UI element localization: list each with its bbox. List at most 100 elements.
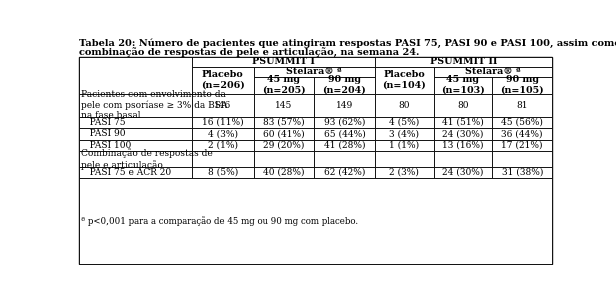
- Text: 90 mg
(n=204): 90 mg (n=204): [323, 75, 367, 95]
- Bar: [79, 178, 552, 264]
- Bar: [79, 94, 192, 117]
- Text: 31 (38%): 31 (38%): [501, 168, 543, 177]
- Bar: [492, 140, 552, 151]
- Bar: [254, 140, 314, 151]
- Bar: [434, 117, 492, 128]
- Text: 1 (1%): 1 (1%): [389, 141, 419, 150]
- Bar: [492, 77, 552, 94]
- Text: 149: 149: [336, 100, 353, 110]
- Bar: [375, 57, 552, 66]
- Bar: [254, 94, 314, 117]
- Bar: [314, 128, 375, 140]
- Bar: [254, 117, 314, 128]
- Bar: [254, 128, 314, 140]
- Text: Tabela 20: Número de pacientes que atingiram respostas PASI 75, PASI 90 e PASI 1: Tabela 20: Número de pacientes que ating…: [79, 38, 616, 48]
- Text: 65 (44%): 65 (44%): [323, 129, 365, 139]
- Bar: [79, 57, 192, 94]
- Bar: [375, 140, 434, 151]
- Bar: [434, 140, 492, 151]
- Bar: [254, 167, 314, 178]
- Bar: [375, 167, 434, 178]
- Text: 81: 81: [516, 100, 528, 110]
- Text: 4 (5%): 4 (5%): [389, 118, 419, 127]
- Bar: [434, 77, 492, 94]
- Bar: [314, 94, 375, 117]
- Text: ª p<0,001 para a comparação de 45 mg ou 90 mg com placebo.: ª p<0,001 para a comparação de 45 mg ou …: [81, 216, 358, 226]
- Bar: [254, 151, 314, 167]
- Text: 2 (3%): 2 (3%): [389, 168, 419, 177]
- Text: 40 (28%): 40 (28%): [263, 168, 305, 177]
- Bar: [314, 151, 375, 167]
- Text: 2 (1%): 2 (1%): [208, 141, 238, 150]
- Bar: [192, 151, 254, 167]
- Text: 29 (20%): 29 (20%): [263, 141, 305, 150]
- Bar: [79, 140, 192, 151]
- Text: 24 (30%): 24 (30%): [442, 129, 484, 139]
- Bar: [314, 117, 375, 128]
- Text: PASI 100: PASI 100: [81, 141, 131, 150]
- Bar: [192, 128, 254, 140]
- Text: 80: 80: [457, 100, 469, 110]
- Bar: [492, 151, 552, 167]
- Text: Stelara® ª: Stelara® ª: [465, 67, 521, 76]
- Bar: [314, 77, 375, 94]
- Text: 4 (3%): 4 (3%): [208, 129, 238, 139]
- Bar: [434, 167, 492, 178]
- Text: PASI 90: PASI 90: [81, 129, 126, 139]
- Bar: [79, 128, 192, 140]
- Bar: [192, 57, 375, 66]
- Text: Pacientes com envolvimento da
pele com psoríase ≥ 3% da BSA
na fase basal: Pacientes com envolvimento da pele com p…: [81, 90, 227, 120]
- Text: 62 (42%): 62 (42%): [323, 168, 365, 177]
- Bar: [492, 117, 552, 128]
- Text: PSUMMIT I: PSUMMIT I: [252, 57, 315, 66]
- Bar: [492, 167, 552, 178]
- Text: 83 (57%): 83 (57%): [263, 118, 305, 127]
- Bar: [375, 128, 434, 140]
- Text: 41 (28%): 41 (28%): [323, 141, 365, 150]
- Bar: [434, 151, 492, 167]
- Text: PASI 75: PASI 75: [81, 118, 126, 127]
- Bar: [79, 117, 192, 128]
- Text: PSUMMIT II: PSUMMIT II: [429, 57, 497, 66]
- Text: 8 (5%): 8 (5%): [208, 168, 238, 177]
- Bar: [434, 94, 492, 117]
- Bar: [192, 94, 254, 117]
- Bar: [254, 77, 314, 94]
- Bar: [254, 66, 375, 77]
- Text: 16 (11%): 16 (11%): [202, 118, 243, 127]
- Bar: [375, 117, 434, 128]
- Text: combinação de respostas de pele e articulação, na semana 24.: combinação de respostas de pele e articu…: [79, 47, 419, 57]
- Text: 60 (41%): 60 (41%): [263, 129, 305, 139]
- Text: 90 mg
(n=105): 90 mg (n=105): [500, 75, 544, 95]
- Text: 145: 145: [275, 100, 293, 110]
- Text: 146: 146: [214, 100, 232, 110]
- Bar: [314, 140, 375, 151]
- Bar: [192, 140, 254, 151]
- Text: 93 (62%): 93 (62%): [323, 118, 365, 127]
- Bar: [192, 117, 254, 128]
- Text: 24 (30%): 24 (30%): [442, 168, 484, 177]
- Bar: [434, 128, 492, 140]
- Bar: [192, 66, 254, 94]
- Bar: [375, 66, 434, 94]
- Bar: [434, 66, 552, 77]
- Bar: [79, 151, 192, 167]
- Text: 36 (44%): 36 (44%): [501, 129, 543, 139]
- Text: 3 (4%): 3 (4%): [389, 129, 419, 139]
- Text: PASI 75 e ACR 20: PASI 75 e ACR 20: [81, 168, 171, 177]
- Text: 45 mg
(n=103): 45 mg (n=103): [441, 75, 485, 95]
- Bar: [492, 128, 552, 140]
- Bar: [79, 167, 192, 178]
- Text: 80: 80: [399, 100, 410, 110]
- Bar: [314, 167, 375, 178]
- Bar: [375, 151, 434, 167]
- Bar: [192, 167, 254, 178]
- Text: 17 (21%): 17 (21%): [501, 141, 543, 150]
- Text: Placebo
(n=104): Placebo (n=104): [382, 70, 426, 90]
- Bar: [375, 94, 434, 117]
- Text: Combinação de respostas de
pele e articulação: Combinação de respostas de pele e articu…: [81, 148, 213, 170]
- Text: 13 (16%): 13 (16%): [442, 141, 484, 150]
- Bar: [492, 94, 552, 117]
- Text: 45 mg
(n=205): 45 mg (n=205): [262, 75, 306, 95]
- Text: 45 (56%): 45 (56%): [501, 118, 543, 127]
